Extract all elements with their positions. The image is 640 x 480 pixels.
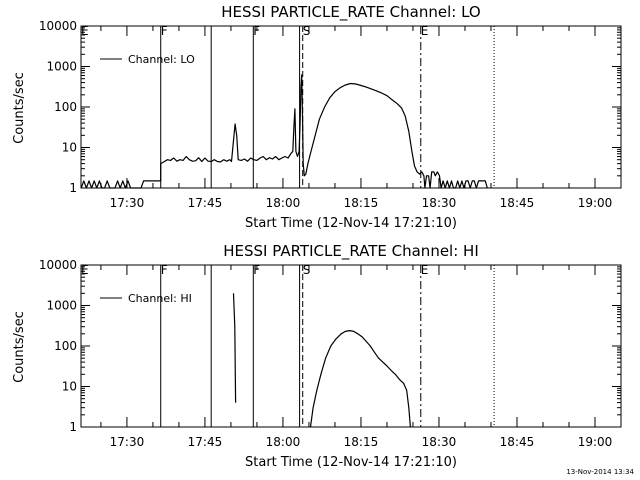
y-tick-label: 10000 [39,258,77,272]
y-tick-label: 1000 [46,60,77,74]
y-tick-label: 10 [62,141,77,155]
plot-frame [80,25,622,189]
marker-label: F [161,24,168,38]
x-tick-label: 19:00 [578,196,613,210]
legend: Channel: LO [100,53,195,66]
y-tick-label: 1000 [46,299,77,313]
x-tick-label: 17:45 [188,196,223,210]
marker-label: F [253,263,260,277]
x-tick-label: 18:00 [266,435,301,449]
marker-label: F [253,24,260,38]
plot-frame [80,264,622,428]
plot-area: 1 10 100 1000 10000 17:30 17:45 18:00 18:15 18:30… [39,258,622,449]
series-line [309,330,411,428]
hi-channel-panel: HESSI PARTICLE_RATE Channel: HI 1 10 100 10… [12,242,622,470]
y-tick-label: 100 [54,339,77,353]
y-axis-label: Counts/sec [12,72,27,144]
x-tick-label: 18:30 [422,196,457,210]
marker-label: S [303,263,311,277]
x-tick-label: 18:45 [500,196,535,210]
x-tick-label: 18:15 [344,435,379,449]
x-tick-label: 18:30 [422,435,457,449]
legend-entry: Channel: HI [128,292,192,305]
y-tick-label: 1 [69,181,77,195]
y-tick-label: 1 [69,420,77,434]
x-tick-label: 17:45 [188,435,223,449]
marker-label: E [421,263,429,277]
marker-label: E [81,24,89,38]
y-axis-label: Counts/sec [12,311,27,383]
legend-entry: Channel: LO [128,53,195,66]
lo-channel-panel: HESSI PARTICLE_RATE Channel: LO 1 10 100 10… [12,3,622,231]
x-tick-label: 19:00 [578,435,613,449]
x-axis-label: Start Time (12-Nov-14 17:21:10) [245,216,457,231]
x-axis-label: Start Time (12-Nov-14 17:21:10) [245,455,457,470]
chart-title: HESSI PARTICLE_RATE Channel: HI [223,242,479,261]
y-tick-label: 10000 [39,19,77,33]
y-tick-label: 10 [62,380,77,394]
footer-timestamp: 13-Nov-2014 13:34 [566,468,634,476]
marker-label: E [421,24,429,38]
marker-label: S [303,24,311,38]
x-tick-label: 17:30 [110,196,145,210]
x-tick-label: 17:30 [110,435,145,449]
y-tick-label: 100 [54,100,77,114]
plot-area: 1 10 100 1000 10000 17:30 17:45 18:00 18:15 18:30… [39,19,622,210]
chart-title: HESSI PARTICLE_RATE Channel: LO [221,3,480,22]
marker-label: F [161,263,168,277]
marker-label: E [81,263,89,277]
x-tick-label: 18:15 [344,196,379,210]
x-tick-label: 18:45 [500,435,535,449]
x-tick-label: 18:00 [266,196,301,210]
series-line [80,74,488,189]
legend: Channel: HI [100,292,192,305]
series-line [232,293,237,403]
